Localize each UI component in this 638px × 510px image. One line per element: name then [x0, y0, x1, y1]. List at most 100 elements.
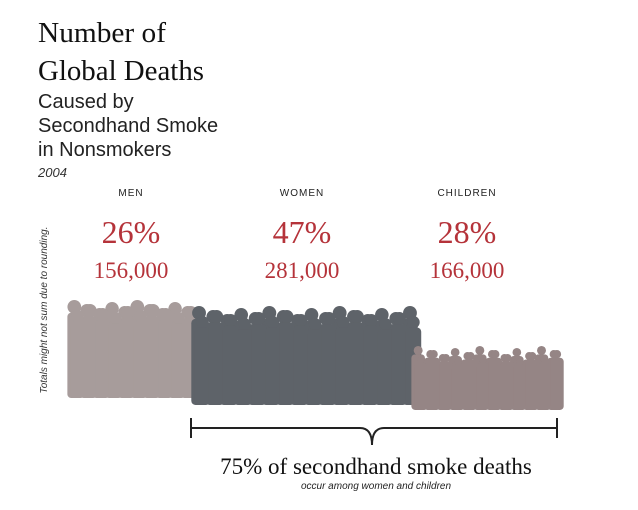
head: [159, 308, 172, 321]
body: [208, 322, 225, 405]
head: [540, 356, 549, 364]
head: [528, 352, 537, 361]
group-percent: 28%: [438, 214, 497, 250]
head: [413, 346, 423, 355]
head: [407, 316, 420, 329]
head: [379, 318, 392, 331]
body: [120, 317, 135, 398]
head: [280, 310, 294, 324]
body: [251, 324, 267, 405]
body: [133, 321, 148, 398]
head: [146, 304, 160, 318]
body: [237, 329, 253, 405]
head: [429, 350, 438, 359]
body: [321, 324, 337, 405]
footer-subline: occur among women and children: [301, 481, 452, 492]
body: [439, 361, 453, 410]
body: [426, 357, 441, 410]
body: [307, 329, 323, 405]
head: [252, 312, 266, 326]
head: [512, 348, 522, 357]
year: 2004: [37, 165, 67, 180]
body: [550, 357, 564, 410]
head: [322, 312, 336, 326]
head: [83, 304, 97, 318]
body: [500, 361, 515, 410]
body: [95, 319, 110, 398]
body: [377, 329, 394, 405]
head: [503, 354, 512, 362]
head: [238, 318, 251, 331]
head: [450, 348, 460, 357]
group-label: WOMEN: [280, 188, 324, 199]
body: [349, 322, 365, 405]
group-count: 156,000: [94, 258, 169, 283]
head: [350, 310, 364, 324]
footer-headline: 75% of secondhand smoke deaths: [220, 454, 532, 479]
head: [224, 314, 238, 327]
head: [96, 308, 109, 321]
group-percent: 26%: [102, 214, 161, 250]
body: [293, 325, 309, 405]
body: [83, 316, 97, 398]
body: [335, 327, 351, 405]
body: [108, 323, 123, 398]
body: [194, 327, 211, 405]
title-line: Number of: [38, 17, 166, 49]
head: [308, 318, 322, 331]
head: [516, 358, 524, 366]
head: [491, 350, 500, 359]
group-label: MEN: [118, 188, 143, 199]
head: [294, 314, 308, 327]
subtitle-line: Secondhand Smoke: [38, 115, 218, 137]
group-count: 281,000: [265, 258, 340, 283]
head: [109, 312, 122, 325]
body: [476, 363, 490, 410]
body: [488, 357, 503, 410]
title-line: Global Deaths: [38, 55, 204, 87]
bracket: [190, 418, 558, 446]
head: [552, 350, 562, 359]
body: [463, 359, 478, 410]
body: [146, 316, 160, 398]
subtitle-line: Caused by: [38, 91, 134, 113]
head: [364, 314, 378, 327]
body: [70, 321, 85, 398]
head: [336, 316, 350, 329]
body: [451, 364, 466, 410]
body: [265, 327, 281, 405]
head: [121, 306, 135, 319]
group-count: 166,000: [430, 258, 505, 283]
groups: MEN 26% 156,000 WOMEN 47% 281,000 CHILDREN 28% 1…: [94, 188, 505, 283]
head: [172, 312, 185, 325]
head: [392, 312, 406, 326]
head: [134, 310, 147, 323]
group-percent: 47%: [273, 214, 332, 250]
body: [391, 324, 408, 405]
head: [454, 358, 462, 366]
body: [171, 323, 186, 398]
head: [209, 310, 224, 324]
group-label: CHILDREN: [437, 188, 496, 199]
body: [222, 325, 239, 405]
body: [279, 322, 295, 405]
head: [196, 316, 209, 329]
head: [441, 354, 450, 362]
head: [71, 310, 84, 323]
head: [479, 356, 487, 364]
body: [363, 325, 380, 405]
body: [513, 364, 527, 410]
head: [537, 346, 546, 355]
body: [158, 319, 173, 398]
head: [417, 356, 426, 364]
body: [525, 359, 540, 410]
silhouettes: [67, 300, 564, 410]
body: [537, 363, 552, 410]
note: Totals might not sum due to rounding.: [39, 227, 50, 394]
head: [266, 316, 280, 329]
subtitle-line: in Nonsmokers: [38, 139, 171, 161]
head: [475, 346, 485, 355]
head: [466, 352, 475, 361]
body: [414, 363, 429, 410]
